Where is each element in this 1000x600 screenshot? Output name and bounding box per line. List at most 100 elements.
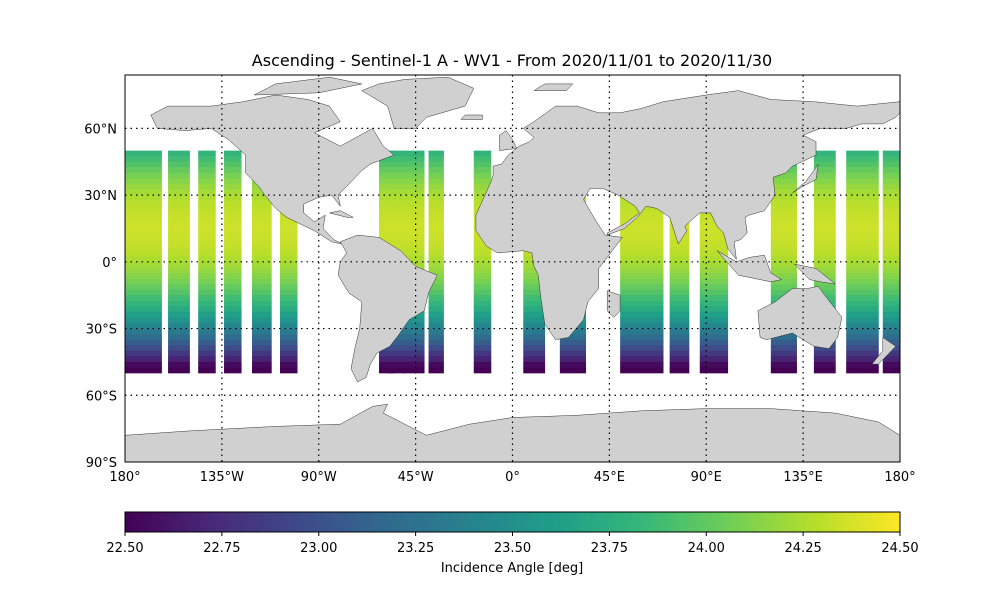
heatmap-cell [168,150,190,157]
heatmap-cell [252,306,272,313]
heatmap-cell [882,261,900,268]
land-eurasia-africa [475,90,900,340]
heatmap-cell [813,228,836,235]
heatmap-cell [620,289,664,296]
heatmap-cell [770,195,797,201]
heatmap-cell [699,306,729,313]
heatmap-cell [428,300,444,307]
heatmap-cell [813,222,836,229]
heatmap-cell [473,245,492,252]
heatmap-cell [402,211,425,218]
heatmap-cell [473,250,492,257]
heatmap-cell [198,250,216,257]
heatmap-cell [252,206,272,213]
heatmap-cell [473,311,492,318]
heatmap-cell [387,206,406,213]
heatmap-cell [168,228,190,235]
heatmap-cell [669,267,690,274]
heatmap-cell [770,367,797,374]
latitude-label: 30°S [86,323,117,338]
heatmap-cell [882,239,900,246]
heatmap-cell [699,317,729,324]
heatmap-cell [770,200,797,207]
heatmap-cell [252,361,272,368]
heatmap-cell [699,222,729,229]
heatmap-cell [402,339,425,346]
heatmap-cell [882,328,900,335]
heatmap-cell [620,300,664,307]
heatmap-cell [846,217,879,224]
heatmap-cell [224,356,242,363]
heatmap-cell [620,211,664,218]
heatmap-cell [882,222,900,229]
heatmap-cell [846,261,879,268]
heatmap-cell [224,217,242,224]
heatmap-cell [280,361,298,368]
heatmap-cell [224,339,242,346]
heatmap-cell [846,206,879,213]
heatmap-cell [224,250,242,257]
heatmap-cell [770,206,797,213]
heatmap-cell [846,228,879,235]
heatmap-cell [168,206,190,213]
heatmap-cell [620,339,664,346]
heatmap-cell [252,211,272,218]
heatmap-cell [669,356,690,363]
heatmap-cell [770,284,797,290]
heatmap-cell [523,361,546,368]
heatmap-cell [813,178,836,185]
heatmap-cell [473,334,492,340]
heatmap-cell [559,345,586,352]
heatmap-cell [620,228,664,235]
colorbar-ticks: 22.50 22.75 23.00 23.25 23.50 23.75 24.00 24.25… [106,532,919,556]
heatmap-cell [402,156,425,163]
longitude-label: 45°E [594,470,625,485]
heatmap-cell [387,228,406,235]
heatmap-cell [125,306,162,313]
heatmap-cell [168,161,190,168]
heatmap-cell [813,261,836,268]
heatmap-cell [402,361,425,368]
heatmap-cell [387,195,406,201]
heatmap-cell [882,228,900,235]
heatmap-cell [428,256,444,263]
heatmap-cell [224,284,242,290]
heatmap-cell [428,200,444,207]
heatmap-cell [252,295,272,302]
heatmap-cell [813,245,836,252]
heatmap-cell [559,339,586,346]
heatmap-cell [523,356,546,363]
heatmap-cell [280,334,298,340]
heatmap-cell [428,295,444,302]
heatmap-cell [699,356,729,363]
heatmap-cell [224,161,242,168]
heatmap-cell [168,183,190,190]
heatmap-cell [402,350,425,357]
heatmap-cell [224,334,242,340]
heatmap-cell [224,289,242,296]
heatmap-cell [387,222,406,229]
heatmap-cell [198,200,216,207]
heatmap-cell [125,261,162,268]
heatmap-cell [428,206,444,213]
heatmap-cell [387,217,406,224]
heatmap-cell [252,322,272,329]
heatmap-cell [402,322,425,329]
heatmap-cell [846,245,879,252]
heatmap-cell [428,367,444,374]
heatmap-cell [813,350,836,357]
heatmap-cell [252,356,272,363]
heatmap-cell [428,239,444,246]
heatmap-cell [428,228,444,235]
heatmap-cell [813,284,836,290]
heatmap-cell [198,206,216,213]
heatmap-cell [198,195,216,201]
heatmap-cell [379,183,395,190]
heatmap-cell [559,367,586,374]
heatmap-cell [125,289,162,296]
heatmap-cell [252,267,272,274]
heatmap-cell [770,189,797,196]
heatmap-cell [620,261,664,268]
heatmap-cell [473,289,492,296]
heatmap-cell [224,317,242,324]
